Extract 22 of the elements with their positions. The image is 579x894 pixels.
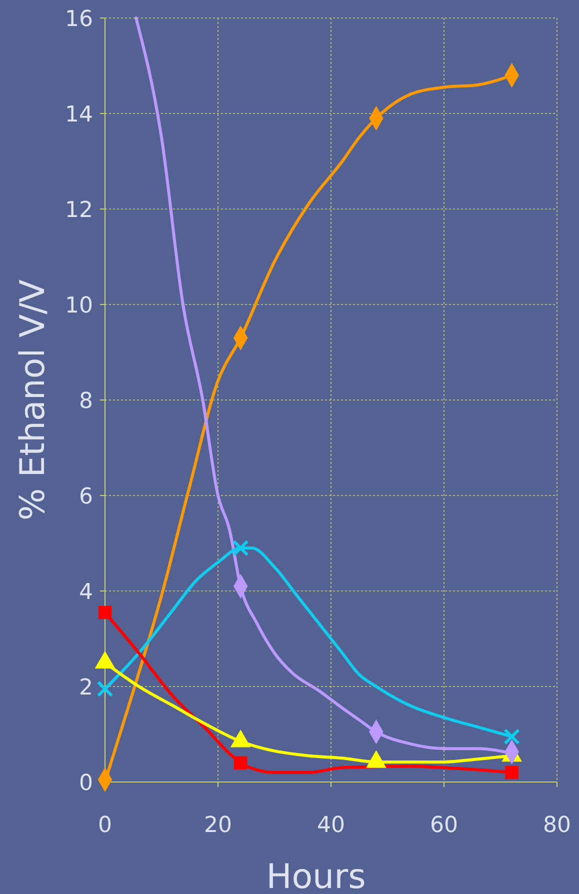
y-tick-label: 0 <box>79 771 93 796</box>
point <box>98 606 112 620</box>
x-tick-label: 40 <box>317 813 345 838</box>
y-tick-label: 10 <box>65 294 93 318</box>
x-tick-label: 20 <box>204 813 232 838</box>
x-tick-label: 60 <box>430 813 458 838</box>
y-tick-label: 6 <box>79 484 93 510</box>
y-axis-title: % Ethanol V/V <box>13 280 53 520</box>
y-tick-label: 2 <box>79 676 93 700</box>
x-tick-label: 80 <box>543 813 571 838</box>
point <box>504 728 520 745</box>
x-axis-title: Hours <box>266 857 366 894</box>
y-tick-label: 8 <box>79 389 93 414</box>
y-tick-label: 16 <box>65 7 93 32</box>
point <box>234 756 248 770</box>
point <box>96 680 114 698</box>
point <box>232 540 249 556</box>
point <box>505 766 518 780</box>
y-tick-label: 4 <box>79 580 93 605</box>
y-tick-label: 12 <box>65 198 93 223</box>
y-tick-label: 14 <box>65 102 93 128</box>
x-tick-label: 0 <box>98 813 112 838</box>
